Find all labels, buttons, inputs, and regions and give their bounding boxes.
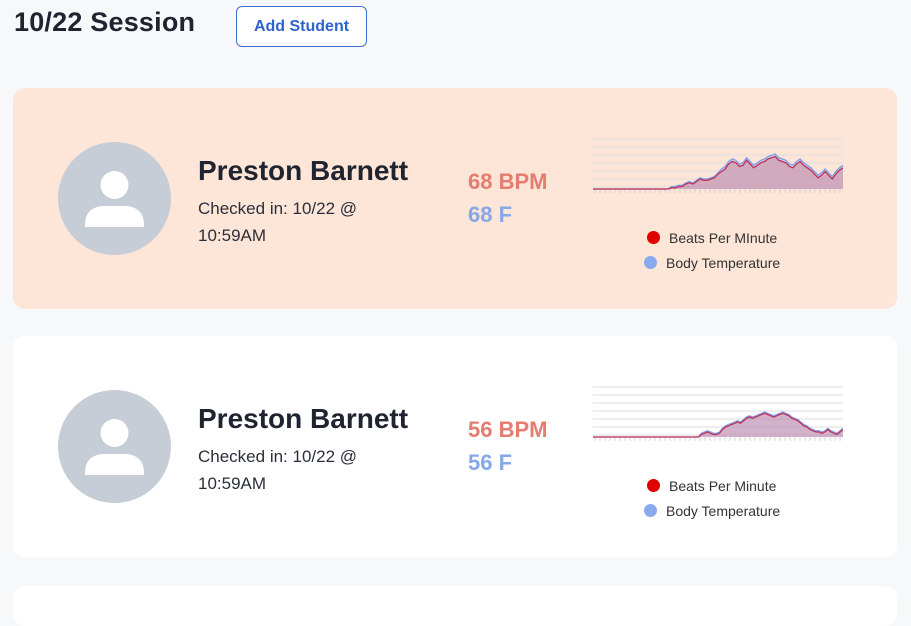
student-card[interactable]: Preston Barnett Checked in: 10/22 @ 10:5… [13, 336, 897, 557]
user-icon [85, 171, 144, 227]
temperature-value: 56 F [468, 450, 513, 475]
bpm-line [593, 412, 843, 438]
checkin-time: Checked in: 10/22 @ 10:59AM [198, 447, 358, 493]
chart-legend: Beats Per Minute Body Temperature [644, 473, 780, 523]
page-title: 10/22 Session [14, 7, 196, 37]
user-icon [85, 419, 144, 475]
vitals-chart [593, 138, 843, 193]
legend-label-temp: Body Temperature [666, 502, 781, 519]
legend-item-temp: Body Temperature [644, 250, 780, 275]
legend-dot-bpm [647, 231, 660, 244]
legend-dot-temp [644, 504, 657, 517]
checkin-time: Checked in: 10/22 @ 10:59AM [198, 199, 358, 245]
chart-legend: Beats Per MInute Body Temperature [644, 225, 780, 275]
legend-item-temp: Body Temperature [644, 498, 780, 523]
avatar [58, 142, 171, 255]
legend-dot-bpm [647, 479, 660, 492]
bpm-value: 56 BPM [468, 417, 548, 442]
student-name: Preston Barnett [198, 403, 409, 434]
temperature-value: 68 F [468, 202, 513, 227]
legend-item-bpm: Beats Per Minute [647, 473, 780, 498]
legend-label-temp: Body Temperature [666, 254, 781, 271]
legend-dot-temp [644, 256, 657, 269]
bpm-area [593, 413, 843, 437]
student-card-partial[interactable] [13, 586, 897, 626]
bpm-area [593, 156, 843, 189]
student-card[interactable]: Preston Barnett Checked in: 10/22 @ 10:5… [13, 88, 897, 309]
legend-item-bpm: Beats Per MInute [647, 225, 780, 250]
page-header: 10/22 Session Add Student [14, 4, 367, 47]
bpm-line [593, 155, 843, 190]
bpm-value: 68 BPM [468, 169, 548, 194]
add-student-button[interactable]: Add Student [236, 6, 367, 47]
student-name: Preston Barnett [198, 155, 409, 186]
legend-label-bpm: Beats Per Minute [669, 477, 777, 494]
legend-label-bpm: Beats Per MInute [669, 229, 778, 246]
avatar [58, 390, 171, 503]
vitals-chart [593, 386, 843, 441]
